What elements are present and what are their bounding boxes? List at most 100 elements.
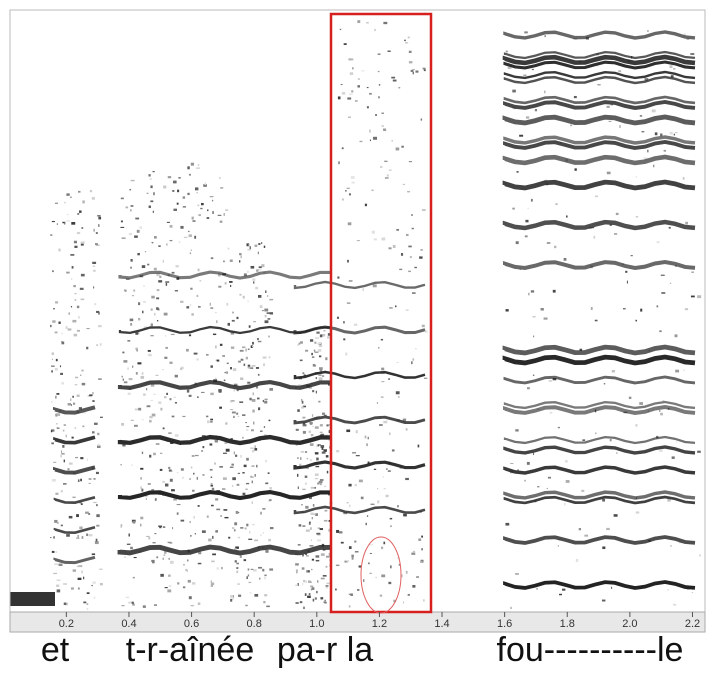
texture [297, 409, 300, 412]
texture [256, 269, 259, 272]
texture [81, 570, 83, 574]
texture [130, 205, 134, 207]
texture [303, 579, 306, 583]
texture [140, 516, 144, 520]
texture [198, 306, 201, 308]
texture [264, 398, 268, 400]
texture [51, 352, 55, 355]
texture [615, 212, 619, 216]
texture [210, 483, 213, 485]
texture [239, 293, 242, 296]
texture [302, 525, 306, 527]
texture [252, 409, 255, 413]
texture [381, 124, 384, 128]
texture [400, 253, 404, 256]
texture [178, 177, 181, 179]
texture [225, 209, 229, 211]
texture [244, 527, 247, 530]
texture [683, 33, 686, 37]
texture [231, 463, 234, 466]
texture [89, 394, 93, 397]
texture [318, 377, 323, 381]
texture [375, 114, 377, 116]
texture [385, 468, 388, 470]
texture [257, 337, 259, 341]
texture [257, 251, 259, 255]
texture [384, 177, 389, 179]
texture [61, 341, 65, 345]
texture [215, 312, 217, 314]
texture [243, 273, 247, 277]
texture [697, 295, 702, 299]
texture [56, 223, 59, 225]
texture [315, 377, 318, 380]
texture [77, 190, 81, 193]
texture [131, 464, 133, 466]
texture [260, 534, 262, 537]
texture [421, 209, 426, 211]
texture [247, 574, 250, 577]
texture [216, 320, 218, 324]
texture [71, 436, 74, 439]
texture [367, 436, 369, 440]
texture [201, 450, 203, 452]
texture [366, 106, 369, 109]
texture [525, 219, 529, 223]
texture [546, 487, 548, 490]
texture [64, 602, 69, 606]
harmonic [502, 54, 696, 66]
texture [197, 396, 199, 398]
texture [173, 180, 177, 184]
harmonic [503, 445, 696, 455]
texture [341, 198, 344, 201]
texture [300, 398, 303, 402]
texture [72, 319, 77, 323]
texture [402, 601, 405, 604]
texture [345, 352, 348, 356]
texture [135, 217, 140, 220]
texture [256, 464, 258, 468]
texture [626, 280, 628, 284]
x-tick-label: 1.4 [434, 618, 449, 630]
texture [682, 177, 685, 180]
texture [320, 483, 322, 486]
texture [80, 503, 83, 506]
texture [73, 333, 78, 337]
texture [190, 466, 193, 469]
texture [411, 227, 414, 230]
texture [635, 175, 637, 178]
texture [335, 588, 337, 591]
texture [145, 495, 148, 498]
x-tick-label: 2.0 [622, 618, 637, 630]
texture [67, 468, 70, 471]
texture [247, 366, 252, 369]
texture [140, 477, 142, 480]
texture [406, 233, 409, 237]
texture [98, 311, 100, 315]
texture [96, 344, 99, 346]
texture [229, 280, 233, 283]
texture [302, 430, 306, 434]
texture [669, 131, 673, 135]
texture [169, 398, 172, 401]
texture [176, 512, 179, 515]
texture [263, 245, 266, 248]
texture [338, 161, 340, 165]
texture [137, 252, 140, 256]
texture [172, 189, 175, 192]
texture [309, 421, 313, 425]
texture [163, 396, 167, 399]
texture [247, 300, 249, 303]
texture [169, 478, 173, 482]
texture [237, 472, 241, 474]
texture [392, 244, 396, 248]
texture [328, 553, 330, 556]
texture [251, 449, 255, 453]
texture [188, 234, 192, 238]
harmonic [503, 375, 696, 385]
texture [653, 164, 655, 168]
texture [408, 61, 413, 64]
texture [404, 39, 406, 42]
texture [140, 523, 142, 527]
